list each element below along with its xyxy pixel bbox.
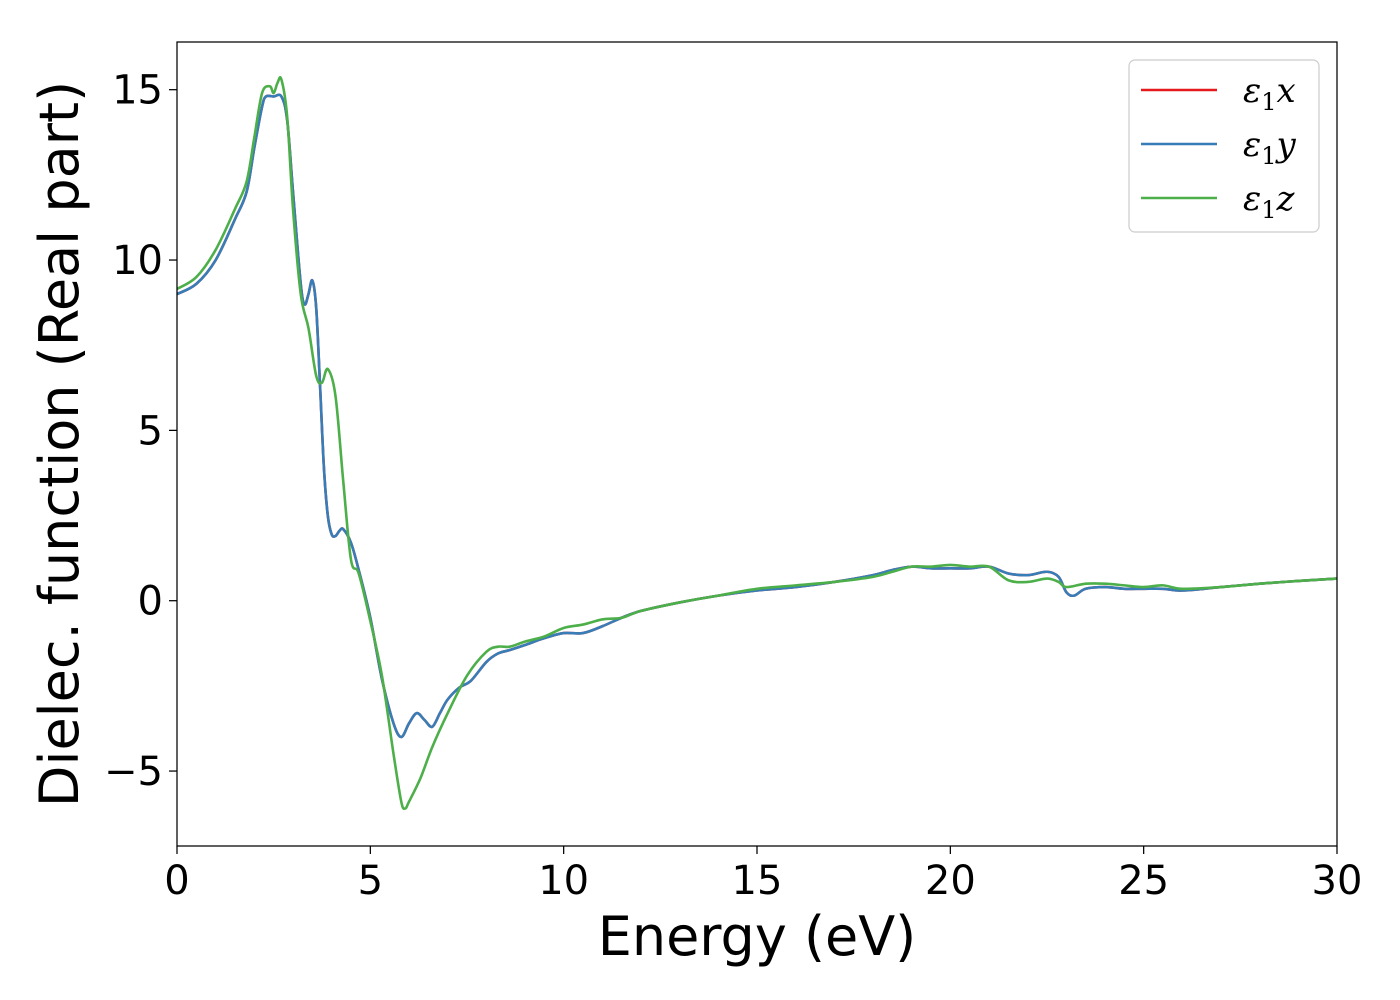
x-tick-label: 20 bbox=[925, 858, 976, 904]
legend-entry-x: ε1x bbox=[1243, 71, 1296, 116]
x-tick-label: 0 bbox=[164, 858, 189, 904]
x-tick-label: 15 bbox=[732, 858, 783, 904]
y-tick-label: 0 bbox=[138, 579, 163, 625]
y-tick-label: 10 bbox=[112, 238, 163, 284]
series-line-z bbox=[177, 75, 1337, 811]
legend: ε1x ε1y ε1z bbox=[1128, 59, 1320, 233]
x-tick-label: 10 bbox=[538, 858, 589, 904]
legend-box bbox=[1128, 59, 1320, 233]
series-layer bbox=[177, 75, 1337, 811]
ticks-layer: 0 5 10 15 20 25 30 −5 0 5 10 15 bbox=[104, 68, 1362, 904]
y-tick-label: 15 bbox=[112, 68, 163, 114]
legend-entry-z: ε1z bbox=[1243, 179, 1296, 224]
x-axis-label: Energy (eV) bbox=[598, 905, 917, 968]
y-axis-label: Dielec. function (Real part) bbox=[28, 81, 91, 807]
x-tick-label: 25 bbox=[1118, 858, 1169, 904]
y-tick-label: 5 bbox=[138, 408, 163, 454]
x-tick-label: 30 bbox=[1312, 858, 1363, 904]
y-tick-label: −5 bbox=[104, 749, 163, 795]
legend-entry-y: ε1y bbox=[1243, 125, 1297, 170]
x-tick-label: 5 bbox=[358, 858, 383, 904]
